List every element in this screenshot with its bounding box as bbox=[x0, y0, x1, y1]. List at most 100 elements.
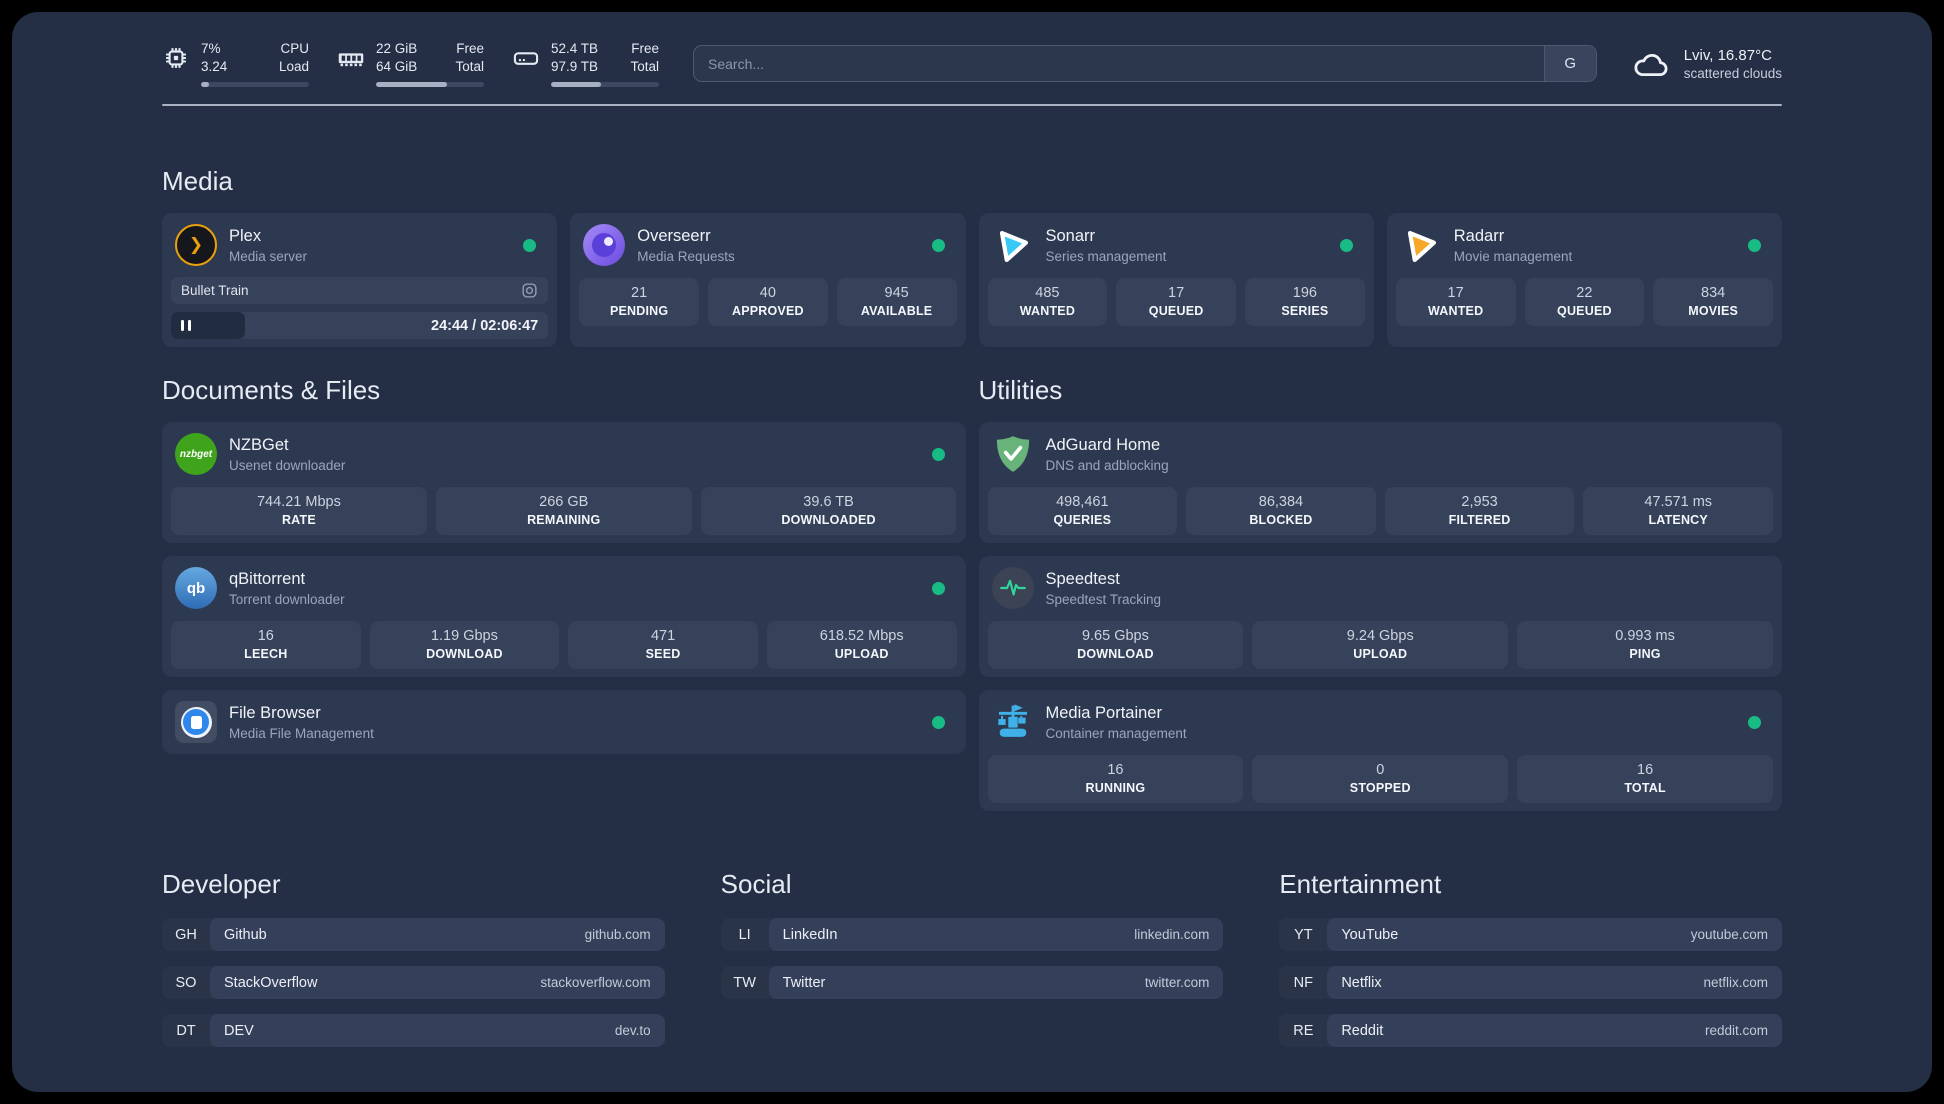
stat-value: 744.21 Mbps bbox=[256, 494, 341, 511]
system-resources: 7% 3.24 CPU Load bbox=[162, 40, 659, 88]
stat-label: STOPPED bbox=[1349, 781, 1411, 796]
stat-label: WANTED bbox=[1427, 304, 1484, 319]
bookmark-name: Reddit bbox=[1341, 1022, 1384, 1039]
card-adguard[interactable]: AdGuard Home DNS and adblocking 498,461 … bbox=[978, 422, 1782, 544]
card-sonarr[interactable]: Sonarr Series management 485 WANTED 17 Q… bbox=[978, 213, 1374, 348]
stat-tile: 471 SEED bbox=[568, 621, 758, 670]
stat-value: 9.24 Gbps bbox=[1346, 628, 1414, 645]
app-name: Sonarr bbox=[1045, 226, 1096, 245]
stat-tile: 0 STOPPED bbox=[1252, 755, 1509, 804]
memory-label-1: Free bbox=[456, 41, 484, 56]
card-overseerr[interactable]: Overseerr Media Requests 21 PENDING 40 A… bbox=[570, 213, 966, 348]
app-subtitle: Movie management bbox=[1453, 248, 1573, 264]
card-radarr[interactable]: Radarr Movie management 17 WANTED 22 QUE… bbox=[1386, 213, 1782, 348]
weather-condition: scattered clouds bbox=[1683, 65, 1782, 81]
bookmark-youtube[interactable]: YT YouTube youtube.com bbox=[1279, 918, 1782, 952]
stat-label: AVAILABLE bbox=[860, 304, 933, 319]
section-title-developer: Developer bbox=[162, 869, 281, 900]
search-input[interactable] bbox=[694, 46, 1544, 82]
documents-column: Documents & Files nzbget NZBGet Usenet d… bbox=[162, 375, 966, 755]
stat-label: PING bbox=[1629, 647, 1661, 662]
bookmark-stackoverflow[interactable]: SO StackOverflow stackoverflow.com bbox=[162, 966, 665, 1000]
memory-total: 64 GiB bbox=[376, 59, 418, 75]
card-speedtest[interactable]: Speedtest Speedtest Tracking 9.65 Gbps D… bbox=[978, 556, 1782, 678]
stat-label: QUEUED bbox=[1148, 304, 1204, 319]
media-cards: ❯ Plex Media server Bullet Train 24:44 /… bbox=[162, 213, 1782, 348]
stat-label: REMAINING bbox=[527, 513, 601, 528]
bookmark-dev[interactable]: DT DEV dev.to bbox=[162, 1014, 665, 1048]
now-playing-row: Bullet Train bbox=[171, 277, 549, 305]
nzbget-icon-text: nzbget bbox=[179, 448, 213, 460]
adguard-icon bbox=[992, 433, 1034, 475]
disk-label-1: Free bbox=[631, 41, 659, 56]
bookmark-reddit[interactable]: RE Reddit reddit.com bbox=[1279, 1014, 1782, 1048]
stat-value: 1.19 Gbps bbox=[430, 628, 498, 645]
stat-label: QUEUED bbox=[1557, 304, 1612, 319]
cpu-progress-bar bbox=[201, 82, 309, 88]
status-dot bbox=[931, 447, 945, 461]
bookmark-name: YouTube bbox=[1341, 926, 1399, 943]
stat-label: DOWNLOAD bbox=[426, 647, 503, 662]
stat-value: 485 bbox=[1035, 285, 1060, 302]
card-nzbget[interactable]: nzbget NZBGet Usenet downloader 744.21 M… bbox=[162, 422, 966, 544]
app-name: AdGuard Home bbox=[1045, 435, 1161, 454]
portainer-icon bbox=[992, 701, 1034, 743]
stat-label: LATENCY bbox=[1648, 513, 1708, 528]
stat-tile: 39.6 TB DOWNLOADED bbox=[700, 487, 957, 536]
search-bar: G bbox=[693, 45, 1597, 83]
stat-label: LEECH bbox=[244, 647, 288, 662]
cpu-widget: 7% 3.24 CPU Load bbox=[162, 40, 309, 88]
stat-tile: 744.21 Mbps RATE bbox=[171, 487, 427, 536]
card-portainer[interactable]: Media Portainer Container management 16 … bbox=[978, 690, 1782, 812]
stat-label: UPLOAD bbox=[834, 647, 889, 662]
stat-label: SERIES bbox=[1281, 304, 1329, 319]
dashboard: 7% 3.24 CPU Load bbox=[12, 12, 1932, 1092]
bookmark-linkedin[interactable]: LI LinkedIn linkedin.com bbox=[720, 918, 1224, 952]
stat-value: 22 bbox=[1576, 285, 1593, 302]
bookmark-github[interactable]: GH Github github.com bbox=[162, 918, 665, 952]
stat-tile: 2,953 FILTERED bbox=[1384, 487, 1575, 536]
card-filebrowser[interactable]: File Browser Media File Management bbox=[162, 690, 966, 755]
app-subtitle: Speedtest Tracking bbox=[1045, 591, 1162, 607]
top-bar: 7% 3.24 CPU Load bbox=[162, 40, 1782, 88]
stat-value: 2,953 bbox=[1461, 494, 1498, 511]
app-name: Radarr bbox=[1453, 226, 1505, 245]
bookmark-twitter[interactable]: TW Twitter twitter.com bbox=[720, 966, 1224, 1000]
stat-tile: 9.24 Gbps UPLOAD bbox=[1252, 621, 1509, 670]
status-dot bbox=[1748, 238, 1761, 252]
stat-value: 196 bbox=[1292, 285, 1317, 302]
pause-icon[interactable] bbox=[181, 320, 191, 332]
app-name: Overseerr bbox=[637, 226, 711, 245]
stat-value: 16 bbox=[1107, 762, 1124, 779]
app-name: NZBGet bbox=[229, 435, 289, 454]
stat-label: TOTAL bbox=[1624, 781, 1666, 796]
app-subtitle: Usenet downloader bbox=[229, 457, 346, 473]
app-name: Speedtest bbox=[1045, 569, 1120, 588]
stat-label: APPROVED bbox=[731, 304, 804, 319]
cloud-icon bbox=[1634, 53, 1668, 76]
bookmark-name: Netflix bbox=[1341, 974, 1382, 991]
plex-icon: ❯ bbox=[175, 224, 217, 267]
speedtest-icon bbox=[991, 567, 1034, 610]
radarr-icon bbox=[1400, 224, 1442, 266]
app-subtitle: Media server bbox=[229, 248, 308, 264]
disk-free: 52.4 TB bbox=[551, 41, 599, 56]
bookmark-name: LinkedIn bbox=[782, 926, 838, 943]
search-provider-button[interactable]: G bbox=[1543, 46, 1596, 82]
card-qbittorrent[interactable]: qb qBittorrent Torrent downloader 16 LEE… bbox=[162, 556, 966, 678]
app-name: qBittorrent bbox=[229, 569, 306, 588]
stat-value: 47.571 ms bbox=[1644, 494, 1713, 511]
status-dot bbox=[931, 238, 945, 252]
bookmark-abbr: SO bbox=[175, 974, 197, 991]
bookmark-abbr: NF bbox=[1293, 974, 1313, 991]
card-plex[interactable]: ❯ Plex Media server Bullet Train 24:44 /… bbox=[162, 213, 558, 348]
stat-tile: 40 APPROVED bbox=[708, 278, 828, 327]
stat-value: 834 bbox=[1701, 285, 1726, 302]
bookmark-abbr: TW bbox=[733, 974, 756, 991]
bookmark-netflix[interactable]: NF Netflix netflix.com bbox=[1279, 966, 1782, 1000]
bookmark-url: dev.to bbox=[614, 1023, 651, 1039]
app-subtitle: Series management bbox=[1045, 248, 1167, 264]
app-subtitle: DNS and adblocking bbox=[1045, 457, 1169, 473]
section-title-media: Media bbox=[162, 166, 233, 197]
stat-label: BLOCKED bbox=[1249, 513, 1313, 528]
